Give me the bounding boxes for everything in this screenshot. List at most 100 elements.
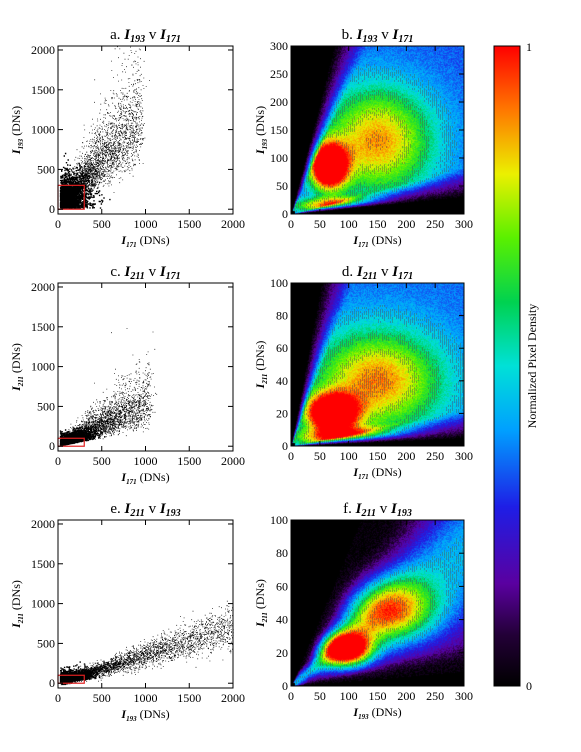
axes-d: 0 50 100 150 200 250 300 0 20 40 60 80 100 <box>270 276 473 463</box>
y-axis-label-c-unit: (DNs) <box>9 343 23 376</box>
title-x-subscript: 171 <box>398 271 413 282</box>
title-x-subscript: 193 <box>166 508 181 519</box>
y-axis-label-f-subscript: 211 <box>261 612 269 623</box>
x-tick-label: 1500 <box>177 691 201 705</box>
y-tick-label: 500 <box>37 399 55 413</box>
title-y-subscript: 211 <box>362 271 377 282</box>
x-axis-label-c-unit: (DNs) <box>137 470 170 484</box>
x-axis-label-c-subscript: 171 <box>126 478 137 486</box>
x-axis-label-e-subscript: 193 <box>126 715 137 723</box>
title-y-symbol: I <box>123 27 131 43</box>
scatter-core-e <box>59 661 108 684</box>
y-axis-label-a: I193 (DNs) <box>9 106 25 155</box>
y-axis-label-f-unit: (DNs) <box>253 579 267 612</box>
y-tick-label: 2000 <box>31 517 55 531</box>
title-y-symbol: I <box>355 501 363 517</box>
title-x-subscript: 171 <box>398 34 413 45</box>
title-x-symbol: I <box>159 264 167 280</box>
axes-c: 0 500 1000 1500 2000 0 500 1000 1500 2000 <box>31 280 245 468</box>
x-axis-label-e-unit: (DNs) <box>137 707 170 721</box>
y-tick-label: 1000 <box>31 360 55 374</box>
x-tick-label: 0 <box>288 689 294 703</box>
x-axis-label-b: I171 (DNs) <box>352 233 401 249</box>
y-axis-label-b: I193 (DNs) <box>253 106 269 155</box>
panel-title-a: a. I193 v I171 <box>110 27 181 45</box>
x-tick-label: 1000 <box>134 217 158 231</box>
scatter-core-a <box>59 152 111 209</box>
y-axis-label-a-symbol: I <box>9 148 23 155</box>
title-prefix: d. <box>342 264 357 280</box>
x-tick-label: 250 <box>426 689 444 703</box>
heatmap-image-f <box>291 520 464 686</box>
title-x-subscript: 193 <box>397 508 412 519</box>
y-tick-label: 250 <box>270 67 288 81</box>
x-axis-label-a-subscript: 171 <box>126 241 137 249</box>
x-axis-label-c: I171 (DNs) <box>120 470 169 486</box>
y-tick-label: 1500 <box>31 320 55 334</box>
x-tick-label: 0 <box>55 454 61 468</box>
colorbar <box>493 45 521 687</box>
panel-title-c: c. I211 v I171 <box>110 264 180 282</box>
title-x-symbol: I <box>159 27 167 43</box>
title-versus: v <box>145 27 160 43</box>
colorbar-label: Normalized Pixel Density <box>525 304 539 429</box>
y-axis-label-d-unit: (DNs) <box>253 341 267 374</box>
x-tick-label: 150 <box>369 689 387 703</box>
title-versus: v <box>377 264 392 280</box>
title-y-symbol: I <box>356 27 364 43</box>
x-tick-label: 50 <box>314 217 326 231</box>
x-axis-label-e-symbol: I <box>120 707 127 721</box>
title-prefix: a. <box>110 27 124 43</box>
title-prefix: b. <box>342 27 357 43</box>
x-tick-label: 2000 <box>221 691 245 705</box>
x-axis-label-b-symbol: I <box>352 233 359 247</box>
y-axis-label-b-symbol: I <box>253 148 267 155</box>
y-axis-label-a-subscript: 193 <box>17 138 25 149</box>
x-tick-label: 250 <box>426 217 444 231</box>
x-axis-label-d-symbol: I <box>352 465 359 479</box>
y-tick-label: 0 <box>282 679 288 693</box>
scatter-core-c <box>59 426 106 447</box>
title-versus: v <box>145 501 160 517</box>
x-tick-label: 50 <box>314 689 326 703</box>
y-axis-label-e-unit: (DNs) <box>9 580 23 613</box>
x-axis-label-f: I193 (DNs) <box>352 705 401 721</box>
x-axis-label-d-subscript: 171 <box>358 473 369 481</box>
contour-lines-b <box>294 64 457 214</box>
y-axis-label-f: I211 (DNs) <box>253 579 269 628</box>
title-y-subscript: 211 <box>129 271 144 282</box>
y-tick-label: 0 <box>282 207 288 221</box>
title-y-symbol: I <box>356 264 364 280</box>
axes-f: 0 50 100 150 200 250 300 0 20 40 60 80 100 <box>270 513 473 703</box>
y-tick-label: 2000 <box>31 280 55 294</box>
x-tick-label: 2000 <box>221 454 245 468</box>
title-x-symbol: I <box>390 501 398 517</box>
y-tick-label: 60 <box>276 341 288 355</box>
y-tick-label: 0 <box>49 439 55 453</box>
y-axis-label-a-unit: (DNs) <box>9 106 23 139</box>
y-tick-label: 20 <box>276 406 288 420</box>
x-axis-label-b-unit: (DNs) <box>369 233 402 247</box>
y-axis-label-b-subscript: 193 <box>261 138 269 149</box>
x-tick-label: 200 <box>397 449 415 463</box>
title-prefix: e. <box>110 501 124 517</box>
y-tick-label: 20 <box>276 646 288 660</box>
x-axis-label-a-unit: (DNs) <box>137 233 170 247</box>
x-tick-label: 100 <box>340 689 358 703</box>
x-tick-label: 1500 <box>177 217 201 231</box>
x-tick-label: 200 <box>397 217 415 231</box>
title-x-subscript: 171 <box>166 34 181 45</box>
y-tick-label: 300 <box>270 39 288 53</box>
x-tick-label: 1000 <box>134 691 158 705</box>
x-tick-label: 500 <box>93 691 111 705</box>
y-axis-label-d-subscript: 211 <box>261 374 269 385</box>
title-prefix: c. <box>110 264 124 280</box>
title-y-symbol: I <box>124 264 132 280</box>
y-axis-label-e: I211 (DNs) <box>9 580 25 629</box>
y-tick-label: 1000 <box>31 597 55 611</box>
x-axis-label-f-subscript: 193 <box>358 713 369 721</box>
x-tick-label: 200 <box>397 689 415 703</box>
y-tick-label: 500 <box>37 636 55 650</box>
y-tick-label: 2000 <box>31 43 55 57</box>
